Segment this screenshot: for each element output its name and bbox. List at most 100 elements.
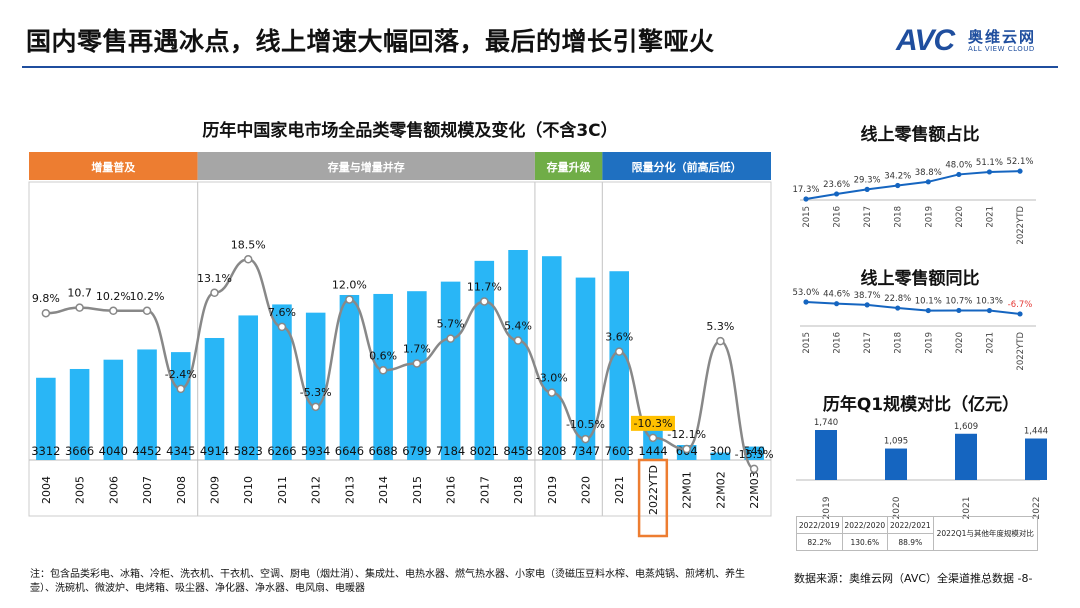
share-point xyxy=(864,186,870,192)
bar xyxy=(744,446,764,460)
phase-band xyxy=(29,152,198,180)
growth-label: 13.1% xyxy=(197,272,232,285)
yoy-tick-label: 2017 xyxy=(863,332,873,354)
q1-bar xyxy=(1025,438,1047,480)
q1-compare-table: 2022/2019 2022/2020 2022/2021 2022Q1与其他年… xyxy=(796,516,1039,551)
q1-value-label: 1,609 xyxy=(954,422,978,432)
share-point xyxy=(833,191,840,197)
bar xyxy=(474,260,495,460)
yoy-point xyxy=(833,301,840,307)
growth-label: 5.7% xyxy=(437,318,465,331)
x-tick-label: 2006 xyxy=(107,476,120,504)
bar-value-label: 540 xyxy=(743,444,765,458)
share-line xyxy=(805,170,1021,200)
share-tick-label: 2020 xyxy=(955,206,965,228)
bar-value-label: 4345 xyxy=(166,444,195,458)
yoy-value-label: 44.6% xyxy=(823,290,850,300)
growth-point xyxy=(75,303,84,312)
bar-value-label: 4452 xyxy=(132,444,161,458)
online-share-title: 线上零售额占比 xyxy=(860,125,980,145)
yoy-tick-label: 2016 xyxy=(833,332,843,354)
growth-point xyxy=(243,255,253,264)
growth-label: -5.3% xyxy=(300,386,332,399)
bar xyxy=(69,368,90,460)
share-value-label: 23.6% xyxy=(823,180,850,190)
growth-label: 10.2% xyxy=(96,290,131,303)
q1-value-label: 1,444 xyxy=(1024,427,1048,437)
x-tick-label: 2019 xyxy=(546,476,559,504)
phase-band xyxy=(197,152,535,180)
share-point xyxy=(895,182,901,189)
bar xyxy=(575,277,596,460)
yoy-line xyxy=(805,301,1021,315)
yoy-point xyxy=(803,299,809,305)
yoy-value-label: 38.7% xyxy=(854,291,881,301)
share-value-label: 51.1% xyxy=(976,158,1003,168)
share-tick-label: 2017 xyxy=(863,206,873,228)
share-tick-label: 2019 xyxy=(924,206,934,228)
growth-label: 0.6% xyxy=(369,349,397,362)
growth-label: -12.1% xyxy=(667,428,706,441)
share-tick-label: 2022YTD xyxy=(1016,206,1026,245)
bar xyxy=(204,337,225,460)
yoy-tick-label: 2018 xyxy=(894,332,904,354)
growth-point xyxy=(176,384,186,394)
growth-point xyxy=(345,295,354,304)
share-point xyxy=(986,169,993,175)
share-value-label: 38.8% xyxy=(915,168,942,178)
bar-value-label: 6646 xyxy=(335,444,364,458)
yoy-value-label: -6.7% xyxy=(1008,300,1033,310)
share-point xyxy=(1017,168,1023,174)
bar-value-label: 6688 xyxy=(368,444,397,458)
x-tick-label: 2011 xyxy=(276,476,289,504)
share-value-label: 34.2% xyxy=(884,171,911,181)
bar xyxy=(339,294,360,460)
x-tick-label: 2014 xyxy=(377,476,390,504)
x-tick-label: 2008 xyxy=(175,476,188,504)
growth-label: -10.3% xyxy=(633,417,672,430)
bar-value-label: 5934 xyxy=(301,444,330,458)
growth-point xyxy=(480,297,489,306)
bar-value-label: 7603 xyxy=(605,444,634,458)
x-tick-label: 2016 xyxy=(445,476,458,504)
share-tick-label: 2016 xyxy=(833,206,843,228)
bar-value-label: 6799 xyxy=(402,444,431,458)
growth-label-highlight xyxy=(630,415,675,431)
x-tick-label: 2005 xyxy=(74,476,87,504)
q1-table-value: 82.2% xyxy=(796,533,843,551)
growth-point xyxy=(412,359,422,368)
title-divider xyxy=(22,66,1058,68)
bar-value-label: 7184 xyxy=(436,444,465,458)
q1-bar xyxy=(955,433,977,480)
share-value-label: 52.1% xyxy=(1006,157,1033,167)
phase-frame xyxy=(601,181,772,517)
yoy-tick-label: 2021 xyxy=(985,332,995,354)
growth-point xyxy=(41,308,51,318)
bar-value-label: 1444 xyxy=(638,444,667,458)
phase-band-label: 存量与增量并存 xyxy=(328,160,405,174)
yoy-point xyxy=(864,302,870,308)
bar-value-label: 300 xyxy=(709,444,731,458)
source-text: 数据来源：奥维云网（AVC）全渠道推总数据 xyxy=(794,572,1015,585)
online-yoy-title: 线上零售额同比 xyxy=(860,269,980,289)
share-value-label: 48.0% xyxy=(945,160,972,170)
growth-point xyxy=(614,347,624,356)
growth-point xyxy=(446,334,455,343)
bar xyxy=(440,281,461,460)
bar xyxy=(407,291,427,460)
phase-band-label: 限量分化（前高后低） xyxy=(632,160,742,174)
q1-table-header: 2022/2021 xyxy=(887,516,934,534)
x-tick-label: 2020 xyxy=(580,476,593,504)
share-tick-label: 2018 xyxy=(894,206,904,228)
highlight-box xyxy=(637,458,669,538)
growth-point xyxy=(547,388,557,397)
growth-point xyxy=(716,336,725,346)
growth-label: 12.0% xyxy=(332,279,367,292)
avc-logo: AVC 奥维云网 ALL VIEW CLOUD xyxy=(896,24,1056,60)
growth-point xyxy=(513,336,523,345)
bar-value-label: 8021 xyxy=(470,444,499,458)
x-tick-label: 2018 xyxy=(512,476,525,504)
q1-table-value: 130.6% xyxy=(841,533,889,551)
q1-table-header: 2022/2019 xyxy=(796,516,843,534)
